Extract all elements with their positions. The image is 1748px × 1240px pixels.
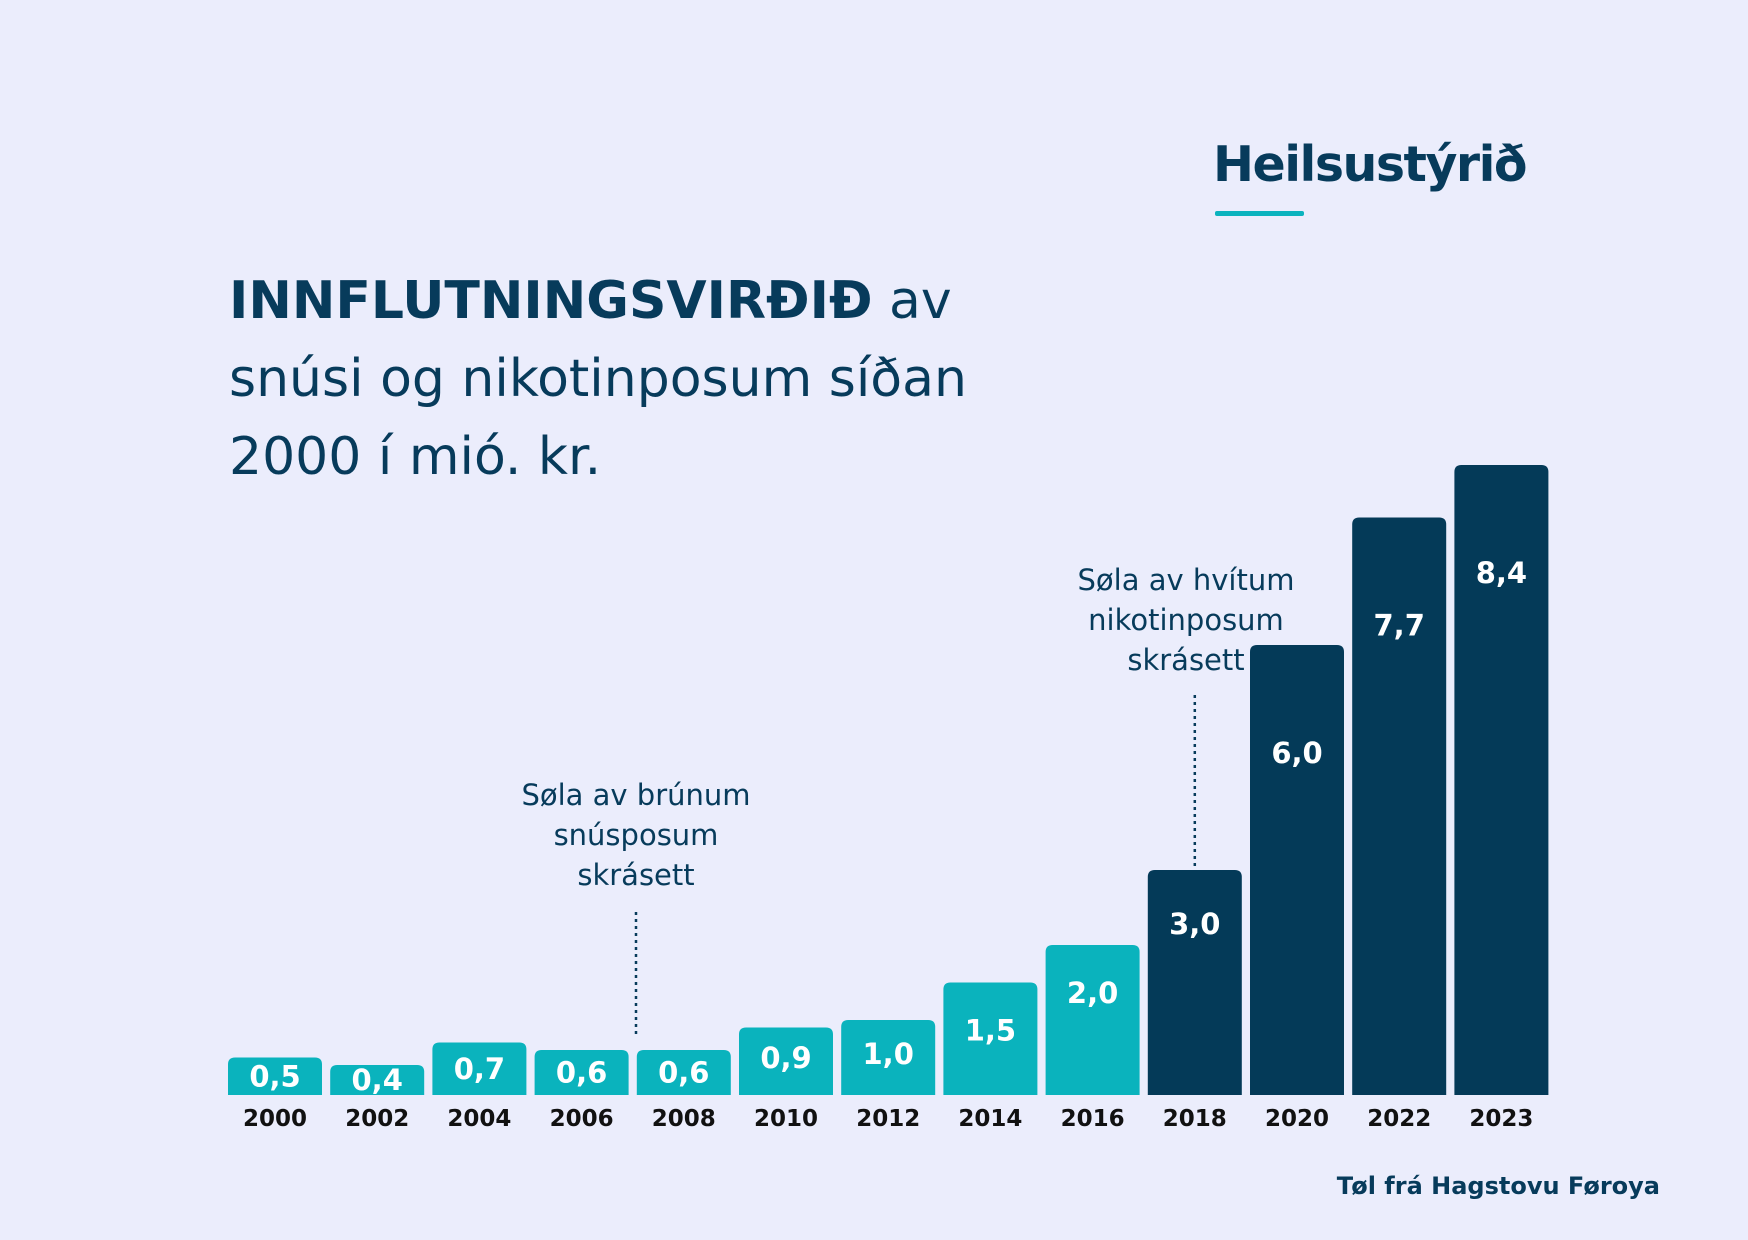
value-label-2014: 1,5 bbox=[965, 1014, 1016, 1048]
bar-2008 bbox=[636, 1050, 731, 1095]
annotation-1-line-1: Søla av brúnum bbox=[521, 778, 750, 812]
chart-title: INNFLUTNINGSVIRÐIÐ av snúsi og nikotinpo… bbox=[229, 262, 989, 496]
logo-underline bbox=[1215, 211, 1304, 216]
annotations-group: Søla av brúnum snúsposum skrásett Søla av h… bbox=[521, 563, 1294, 1037]
tick-label-2010: 2010 bbox=[754, 1106, 818, 1132]
tick-label-2006: 2006 bbox=[550, 1106, 614, 1132]
value-label-2023: 8,4 bbox=[1476, 556, 1527, 590]
bar-2004 bbox=[432, 1042, 527, 1095]
bar-2006 bbox=[534, 1050, 629, 1095]
bar-2023 bbox=[1454, 465, 1549, 1095]
annotation-2-line-2: nikotinposum bbox=[1088, 603, 1284, 637]
bar-2002 bbox=[330, 1065, 425, 1095]
value-label-2008: 0,6 bbox=[658, 1056, 709, 1090]
bar-2010 bbox=[739, 1027, 833, 1095]
value-label-2016: 2,0 bbox=[1067, 976, 1118, 1010]
data-source-note: Tøl frá Hagstovu Føroya bbox=[1336, 1172, 1660, 1200]
tick-label-2022: 2022 bbox=[1367, 1106, 1431, 1132]
tick-label-2012: 2012 bbox=[856, 1106, 920, 1132]
bar-2016 bbox=[1045, 945, 1140, 1095]
value-label-2000: 0,5 bbox=[249, 1059, 300, 1093]
tick-label-2023: 2023 bbox=[1469, 1106, 1533, 1132]
bar-2020 bbox=[1250, 645, 1344, 1095]
value-label-2020: 6,0 bbox=[1271, 736, 1322, 770]
bar-2018 bbox=[1147, 870, 1242, 1095]
bars-group: 0,5 2000 0,4 2002 0,7 2004 0,6 2006 0,6 2008 0,9 20… bbox=[228, 465, 1549, 1132]
bar-2022 bbox=[1352, 517, 1447, 1095]
tick-label-2002: 2002 bbox=[345, 1106, 409, 1132]
annotation-2-line-1: Søla av hvítum bbox=[1078, 563, 1295, 597]
value-label-2018: 3,0 bbox=[1169, 907, 1220, 941]
tick-label-2016: 2016 bbox=[1061, 1106, 1125, 1132]
tick-label-2014: 2014 bbox=[958, 1106, 1022, 1132]
tick-label-2020: 2020 bbox=[1265, 1106, 1329, 1132]
tick-label-2008: 2008 bbox=[652, 1106, 716, 1132]
value-label-2012: 1,0 bbox=[863, 1037, 914, 1071]
title-bold: INNFLUTNINGSVIRÐIÐ bbox=[229, 271, 873, 331]
value-label-2006: 0,6 bbox=[556, 1056, 607, 1090]
tick-label-2004: 2004 bbox=[447, 1106, 511, 1132]
value-label-2002: 0,4 bbox=[352, 1063, 403, 1097]
annotation-1-line-2: snúsposum bbox=[554, 818, 719, 852]
value-label-2004: 0,7 bbox=[454, 1052, 505, 1086]
bar-2012 bbox=[841, 1020, 936, 1095]
bar-2000 bbox=[228, 1057, 322, 1095]
value-label-2010: 0,9 bbox=[760, 1041, 811, 1075]
title-rest: av snúsi og nikotinposum síðan 2000 í mi… bbox=[229, 271, 967, 487]
bar-2014 bbox=[943, 982, 1038, 1095]
annotation-1-line-3: skrásett bbox=[577, 858, 694, 892]
annotation-2-line-3: skrásett bbox=[1127, 643, 1244, 677]
value-label-2022: 7,7 bbox=[1374, 609, 1425, 643]
tick-label-2018: 2018 bbox=[1163, 1106, 1227, 1132]
brand-logo: Heilsustýrið bbox=[1213, 136, 1528, 193]
tick-label-2000: 2000 bbox=[243, 1106, 307, 1132]
